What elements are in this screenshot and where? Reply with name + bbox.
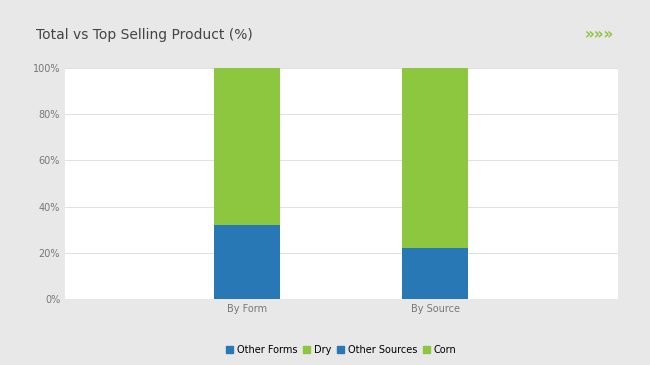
Bar <box>402 248 468 299</box>
Text: Total vs Top Selling Product (%): Total vs Top Selling Product (%) <box>36 28 252 42</box>
Legend: Other Forms, Dry, Other Sources, Corn: Other Forms, Dry, Other Sources, Corn <box>222 341 460 359</box>
Bar <box>214 68 281 225</box>
Bar <box>402 68 468 248</box>
Bar <box>214 225 281 299</box>
Text: »»»: »»» <box>585 27 614 42</box>
